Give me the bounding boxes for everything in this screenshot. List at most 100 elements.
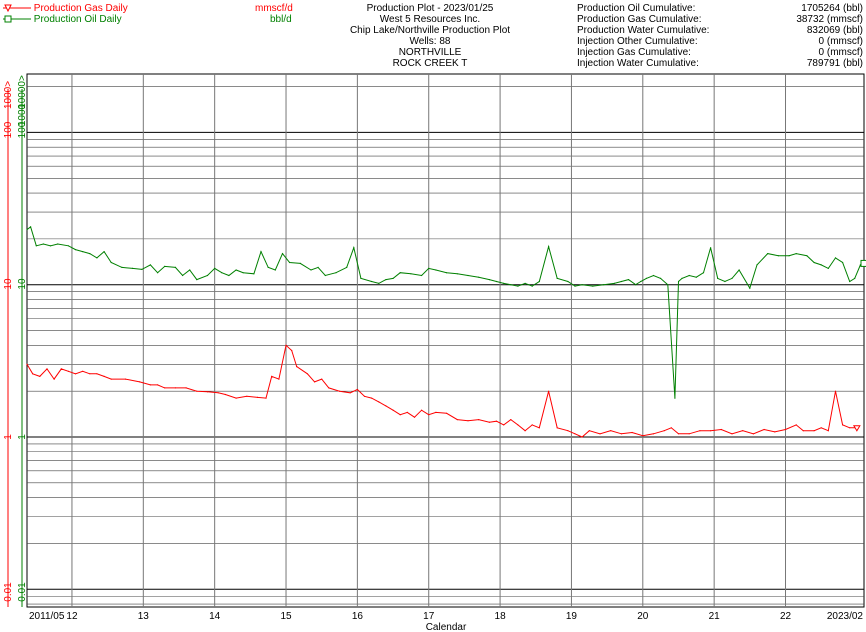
data-point [777, 255, 780, 257]
data-point [242, 272, 244, 274]
data-point [335, 272, 337, 274]
plot-frame [26, 73, 865, 608]
cumulative-row: Injection Gas Cumulative: 0 (mmscf) [577, 47, 863, 58]
data-point [524, 282, 526, 284]
cumulative-value: 0 (mmscf) [818, 36, 863, 47]
data-point [413, 416, 416, 418]
data-point [278, 378, 280, 380]
data-point [141, 268, 143, 270]
data-point [296, 366, 298, 368]
data-point [574, 433, 576, 435]
cumulative-label: Injection Other Cumulative: [577, 36, 698, 47]
data-point [652, 433, 655, 435]
cumulative-row: Production Gas Cumulative: 38732 (mmscf) [577, 14, 863, 25]
data-point [221, 272, 223, 274]
plot-header: Production Plot - 2023/01/25 West 5 Reso… [330, 3, 530, 69]
data-point [82, 251, 84, 253]
legend-oil-label: Production Oil Daily [33, 14, 122, 25]
data-point [738, 269, 740, 271]
data-point [467, 420, 469, 422]
data-point [538, 427, 540, 429]
data-point [253, 273, 255, 275]
data-point [356, 388, 358, 391]
data-point [53, 378, 55, 380]
data-point [206, 391, 209, 393]
data-point [752, 433, 755, 435]
data-point [346, 266, 348, 268]
data-point [524, 430, 526, 432]
data-point [717, 277, 719, 279]
data-point [667, 284, 669, 286]
cumulative-label: Injection Water Cumulative: [577, 58, 699, 69]
data-point [849, 280, 851, 283]
plot-title: Production Plot - 2023/01/25 [366, 3, 494, 14]
data-point [478, 419, 480, 421]
data-point [214, 267, 216, 269]
data-point [749, 287, 751, 289]
wells-count: Wells: 88 [409, 36, 451, 47]
data-point [645, 277, 648, 279]
data-point [89, 373, 91, 375]
data-point [795, 424, 797, 426]
data-point [702, 272, 705, 274]
data-point [189, 269, 191, 271]
data-point [652, 274, 655, 277]
data-point [338, 390, 341, 392]
data-point [531, 424, 533, 426]
data-point [421, 409, 423, 411]
series-gas [26, 344, 861, 438]
data-point [428, 414, 430, 416]
data-point [599, 433, 601, 435]
data-point [556, 427, 558, 429]
data-point [289, 261, 291, 264]
data-point [603, 284, 605, 286]
data-point [281, 253, 284, 255]
x-tick-label: 15 [280, 611, 292, 622]
data-point [827, 430, 829, 432]
series-line [26, 225, 865, 399]
chart-axes [7, 89, 23, 607]
data-point [788, 255, 790, 257]
data-point [610, 430, 612, 432]
data-point [699, 430, 701, 432]
data-point [224, 393, 226, 396]
data-point [49, 245, 52, 247]
data-point [182, 274, 184, 277]
data-point [731, 433, 733, 435]
data-point [588, 430, 590, 432]
green-axis-tick-label: 10000> [17, 75, 28, 109]
data-point [164, 387, 166, 389]
x-tick-label: 2011/05 [29, 611, 65, 622]
green-axis-tick-label: 0.01 [17, 582, 28, 602]
data-point [820, 264, 822, 266]
data-point [710, 247, 712, 249]
data-point [206, 274, 209, 277]
data-point [631, 431, 633, 434]
legend-gas: Production Gas Daily mmscf/d [3, 3, 293, 14]
data-point [435, 269, 437, 271]
data-point [246, 395, 248, 397]
cumulative-value: 789791 (bbl) [806, 58, 863, 69]
data-point [627, 279, 630, 281]
data-point [385, 405, 387, 407]
data-point [620, 433, 623, 435]
data-point [813, 261, 815, 264]
data-point [32, 373, 34, 375]
data-point [39, 375, 41, 377]
data-point [110, 378, 112, 380]
data-point [581, 284, 583, 286]
data-point [834, 390, 837, 392]
data-point [321, 378, 323, 380]
data-point [854, 277, 856, 279]
data-point [157, 384, 159, 386]
data-point [478, 276, 480, 278]
data-point [217, 392, 219, 394]
data-point [399, 272, 401, 274]
data-point [392, 409, 394, 411]
data-point [510, 419, 512, 421]
data-point [110, 261, 112, 264]
data-point [149, 264, 151, 266]
data-point [67, 370, 69, 372]
data-point [435, 411, 437, 413]
